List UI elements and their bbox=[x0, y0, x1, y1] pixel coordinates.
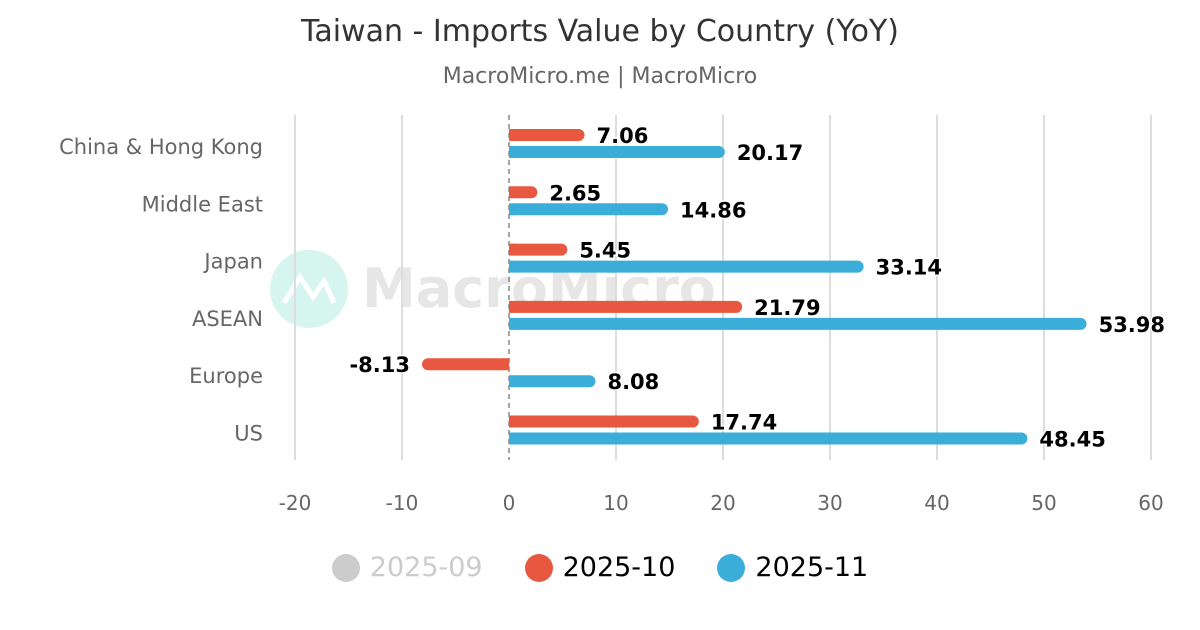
data-label: 53.98 bbox=[1099, 313, 1165, 337]
bar-2025-11 bbox=[509, 432, 1028, 445]
data-label: -8.13 bbox=[349, 353, 410, 377]
bar-2025-10 bbox=[509, 186, 538, 199]
category-label: China & Hong Kong bbox=[59, 135, 263, 159]
chart-title: Taiwan - Imports Value by Country (YoY) bbox=[300, 14, 900, 49]
x-tick-label: 40 bbox=[924, 491, 949, 515]
category-label: Europe bbox=[189, 364, 263, 388]
x-tick-label: 10 bbox=[603, 491, 628, 515]
x-tick-label: -10 bbox=[386, 491, 419, 515]
data-label: 33.14 bbox=[876, 256, 942, 280]
legend: 2025-09 2025-10 2025-11 bbox=[0, 552, 1200, 583]
bar-2025-11 bbox=[509, 260, 864, 273]
legend-item-2025-10[interactable]: 2025-10 bbox=[524, 552, 676, 583]
bar-base bbox=[509, 300, 515, 313]
x-tick-label: 30 bbox=[817, 491, 842, 515]
category-label: ASEAN bbox=[192, 307, 263, 331]
bar-2025-10 bbox=[509, 300, 743, 313]
bar-2025-10 bbox=[509, 243, 568, 256]
bar-2025-11 bbox=[509, 203, 669, 216]
data-label: 21.79 bbox=[754, 296, 820, 320]
legend-label: 2025-10 bbox=[562, 552, 676, 583]
x-tick-label: 0 bbox=[503, 491, 516, 515]
watermark bbox=[270, 250, 348, 328]
x-tick-label: 20 bbox=[710, 491, 735, 515]
data-label: 48.45 bbox=[1039, 428, 1105, 452]
category-label: Middle East bbox=[142, 192, 263, 216]
category-label: Japan bbox=[202, 250, 263, 274]
chart-subtitle: MacroMicro.me | MacroMicro bbox=[442, 64, 758, 89]
bar-base bbox=[509, 375, 515, 388]
data-label: 7.06 bbox=[597, 124, 649, 148]
bar-base bbox=[509, 415, 515, 428]
legend-item-2025-11[interactable]: 2025-11 bbox=[717, 552, 868, 583]
bar-2025-11 bbox=[509, 317, 1087, 330]
bar-2025-10 bbox=[509, 415, 699, 428]
bar-base bbox=[509, 186, 515, 199]
bar-2025-11 bbox=[509, 146, 725, 158]
data-label: 20.17 bbox=[737, 141, 803, 165]
legend-dot bbox=[717, 553, 746, 582]
bar-base bbox=[509, 243, 515, 256]
legend-label: 2025-11 bbox=[755, 552, 869, 583]
x-tick-label: -20 bbox=[279, 491, 312, 515]
data-label: 8.08 bbox=[607, 370, 659, 394]
bar-base bbox=[509, 203, 515, 216]
data-label: 2.65 bbox=[549, 181, 601, 205]
bar-base bbox=[509, 129, 515, 141]
data-label: 5.45 bbox=[579, 239, 631, 263]
x-tick-label: 50 bbox=[1031, 491, 1056, 515]
x-tick-label: 60 bbox=[1138, 491, 1163, 515]
bar-base bbox=[509, 432, 515, 445]
bar-base bbox=[509, 146, 515, 158]
category-label: US bbox=[234, 422, 263, 446]
bar-2025-11 bbox=[509, 375, 596, 388]
bar-2025-10 bbox=[422, 358, 509, 371]
data-label: 14.86 bbox=[680, 198, 746, 222]
bar-base bbox=[503, 358, 509, 371]
bar-base bbox=[509, 317, 515, 330]
bar-base bbox=[509, 260, 515, 273]
bar-2025-10 bbox=[509, 129, 585, 141]
legend-dot bbox=[524, 553, 553, 582]
legend-label: 2025-09 bbox=[369, 552, 483, 583]
legend-item-2025-09[interactable]: 2025-09 bbox=[331, 552, 483, 583]
legend-dot bbox=[331, 553, 360, 582]
data-label: 17.74 bbox=[711, 411, 777, 435]
